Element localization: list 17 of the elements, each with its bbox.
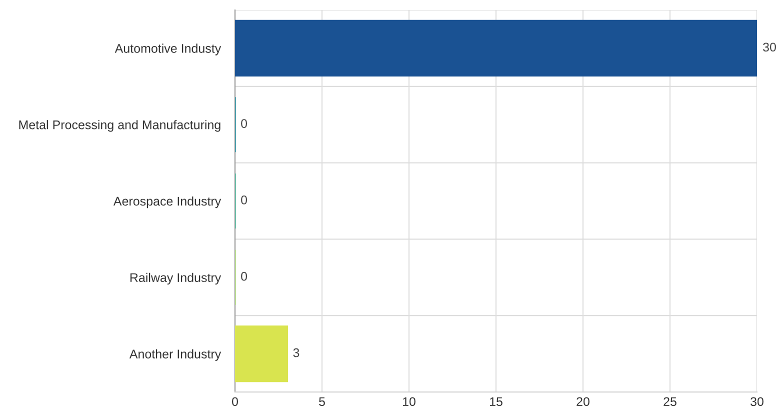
x-tick-label: 0 — [232, 397, 238, 406]
x-tick-label: 15 — [490, 397, 502, 406]
x-tick-label: 5 — [319, 397, 325, 406]
data-label: 0 — [241, 196, 248, 204]
y-tick-label: Metal Processing and Manufacturing — [19, 120, 220, 132]
data-label: 0 — [241, 119, 248, 128]
x-tick-label: 10 — [403, 397, 416, 406]
x-tick-label: 25 — [664, 397, 676, 406]
x-tick-label: 30 — [750, 397, 764, 406]
y-tick-label: Another Industry — [129, 349, 222, 361]
x-tick-label: 20 — [576, 397, 590, 406]
data-label: 30 — [763, 42, 776, 52]
data-label: 0 — [241, 272, 248, 281]
y-tick-label: Aerospace Industry — [113, 196, 222, 208]
y-tick-label: Railway Industry — [130, 272, 222, 285]
y-tick-label: Automotive Industy — [114, 44, 222, 56]
data-label: 3 — [293, 348, 300, 358]
